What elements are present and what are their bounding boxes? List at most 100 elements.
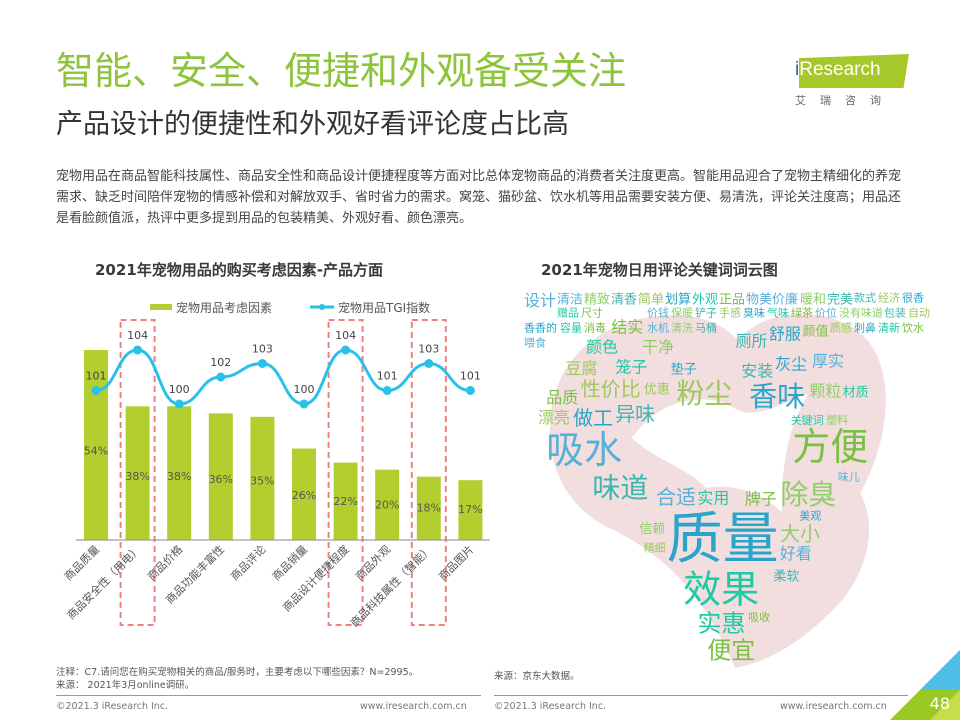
tgi-point (424, 359, 434, 368)
word-保暖: 保暖 (671, 306, 693, 320)
url-right[interactable]: www.iresearch.com.cn (780, 701, 887, 712)
word-设计: 设计 (524, 291, 556, 310)
word-没有味道: 没有味道 (839, 306, 883, 320)
word-异味: 异味 (615, 402, 655, 426)
note-text: 注释：C7.请问您在购买宠物相关的商品/服务时，主要考虑以下哪些因素？N=299… (56, 667, 419, 678)
category-label: 商品销量 (269, 542, 310, 583)
word-马桶: 马桶 (695, 321, 717, 335)
bar-value-label: 20% (375, 498, 399, 511)
tgi-value-label: 104 (335, 329, 356, 342)
word-舒服: 舒服 (769, 325, 801, 344)
tgi-value-label: 103 (418, 343, 439, 356)
word-消毒: 消毒 (584, 321, 606, 335)
tgi-point (91, 386, 101, 395)
footer-divider-left (56, 695, 481, 696)
word-完美: 完美 (827, 292, 853, 307)
bar (458, 480, 483, 540)
word-笼子: 笼子 (615, 358, 647, 377)
word-效果: 效果 (683, 567, 759, 611)
bar (208, 413, 233, 540)
tgi-point (174, 399, 184, 409)
word-材质: 材质 (843, 386, 869, 401)
pet-silhouette (632, 394, 808, 512)
word-颜值: 颜值 (803, 323, 829, 339)
tgi-point (133, 345, 143, 355)
word-除臭: 除臭 (780, 478, 836, 511)
bar (250, 416, 275, 540)
word-干净: 干净 (642, 338, 674, 357)
legend-bar-label: 宠物用品考虑因素 (176, 300, 272, 315)
word-味儿: 味儿 (838, 470, 860, 483)
chart-note: 注释：C7.请问您在购买宠物相关的商品/服务时，主要考虑以下哪些因素？N=299… (56, 666, 481, 692)
word-味道: 味道 (592, 471, 648, 504)
category-label: 商品图片 (436, 542, 477, 583)
tgi-point (257, 359, 267, 368)
bar-value-label: 35% (250, 475, 274, 488)
word-关键词: 关键词 (791, 413, 824, 427)
tgi-point (341, 345, 351, 355)
word-物美价廉: 物美价廉 (746, 291, 798, 307)
word-清洁: 清洁 (557, 292, 583, 307)
tgi-point (299, 399, 309, 409)
tgi-value-label: 103 (252, 343, 273, 356)
word-颗粒: 颗粒 (809, 381, 841, 400)
word-很香: 很香 (902, 291, 924, 305)
word-清香: 清香 (611, 292, 637, 307)
category-label: 商品评论 (228, 542, 269, 583)
word-气味: 气味 (767, 306, 789, 320)
word-豆腐: 豆腐 (566, 359, 598, 378)
word-牌子: 牌子 (745, 489, 777, 508)
word-塑料: 塑料 (826, 413, 848, 427)
tgi-value-label: 100 (169, 383, 190, 396)
word-方便: 方便 (792, 425, 868, 469)
word-手感: 手感 (719, 306, 741, 320)
legend-bar-swatch (150, 304, 172, 310)
tgi-point (216, 372, 226, 382)
category-label: 商品外观 (352, 542, 393, 583)
wordcloud-title: 2021年宠物日用评论关键词词云图 (541, 261, 778, 279)
word-水机: 水机 (647, 321, 669, 335)
word-吸水: 吸水 (546, 428, 622, 472)
logo-chinese: 艾瑞咨询 (795, 94, 895, 107)
word-粉尘: 粉尘 (676, 377, 732, 410)
bar (416, 476, 441, 540)
highlight-box (410, 319, 447, 626)
corner-decoration (890, 650, 960, 720)
word-好看: 好看 (780, 544, 812, 563)
word-吸收: 吸收 (748, 610, 770, 624)
word-正品: 正品 (719, 292, 745, 307)
word-臭味: 臭味 (743, 306, 765, 320)
legend-line-marker (319, 304, 325, 310)
page-title: 智能、安全、便捷和外观备受关注 (56, 49, 627, 93)
bar-value-label: 54% (84, 445, 108, 458)
word-厚实: 厚实 (812, 352, 844, 371)
word-信赖: 信赖 (639, 522, 665, 537)
bar-chart-title: 2021年宠物用品的购买考虑因素-产品方面 (95, 261, 383, 279)
word-安装: 安装 (741, 361, 773, 380)
word-铲子: 铲子 (695, 306, 717, 320)
word-香味: 香味 (749, 380, 805, 413)
summary-paragraph: 宠物用品在商品智能科技属性、商品安全性和商品设计便捷程度等方面对比总体宠物商品的… (56, 169, 902, 226)
iresearch-logo: iResearch 艾瑞咨询 (793, 52, 918, 114)
bar (292, 448, 316, 540)
word-价位: 价位 (815, 306, 837, 320)
word-价钱: 价钱 (647, 306, 669, 320)
word-实惠: 实惠 (697, 609, 745, 637)
word-优惠: 优惠 (644, 383, 670, 398)
url-left[interactable]: www.iresearch.com.cn (360, 701, 467, 712)
logo-brand: iResearch (795, 58, 881, 82)
tgi-line (95, 348, 471, 406)
page-subtitle: 产品设计的便捷性和外观好看评论度占比高 (56, 109, 569, 140)
tgi-value-label: 101 (460, 370, 481, 383)
logo-i: i (795, 59, 800, 80)
tgi-value-label: 104 (127, 329, 148, 342)
word-结实: 结实 (611, 318, 643, 337)
word-合适: 合适 (656, 485, 696, 509)
word-赠品: 赠品 (557, 306, 579, 320)
footer-divider-right (494, 695, 908, 696)
word-实用: 实用 (697, 489, 729, 508)
page-number: 48 (929, 694, 950, 713)
bar-value-label: 26% (292, 489, 316, 502)
tgi-value-label: 101 (86, 370, 107, 383)
